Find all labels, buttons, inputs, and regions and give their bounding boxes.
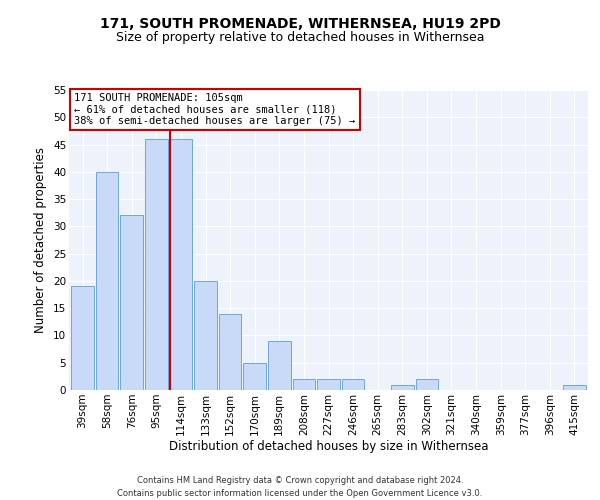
Bar [293, 379, 315, 390]
Bar [96, 172, 118, 390]
Bar [71, 286, 94, 390]
Bar [317, 379, 340, 390]
Bar [342, 379, 364, 390]
Bar [145, 139, 167, 390]
Bar [563, 384, 586, 390]
X-axis label: Distribution of detached houses by size in Withernsea: Distribution of detached houses by size … [169, 440, 488, 454]
Bar [416, 379, 438, 390]
Bar [194, 281, 217, 390]
Text: 171 SOUTH PROMENADE: 105sqm
← 61% of detached houses are smaller (118)
38% of se: 171 SOUTH PROMENADE: 105sqm ← 61% of det… [74, 93, 355, 126]
Y-axis label: Number of detached properties: Number of detached properties [34, 147, 47, 333]
Bar [268, 341, 290, 390]
Text: Size of property relative to detached houses in Withernsea: Size of property relative to detached ho… [116, 31, 484, 44]
Bar [121, 216, 143, 390]
Text: Contains HM Land Registry data © Crown copyright and database right 2024.
Contai: Contains HM Land Registry data © Crown c… [118, 476, 482, 498]
Text: 171, SOUTH PROMENADE, WITHERNSEA, HU19 2PD: 171, SOUTH PROMENADE, WITHERNSEA, HU19 2… [100, 18, 500, 32]
Bar [219, 314, 241, 390]
Bar [170, 139, 192, 390]
Bar [244, 362, 266, 390]
Bar [391, 384, 413, 390]
